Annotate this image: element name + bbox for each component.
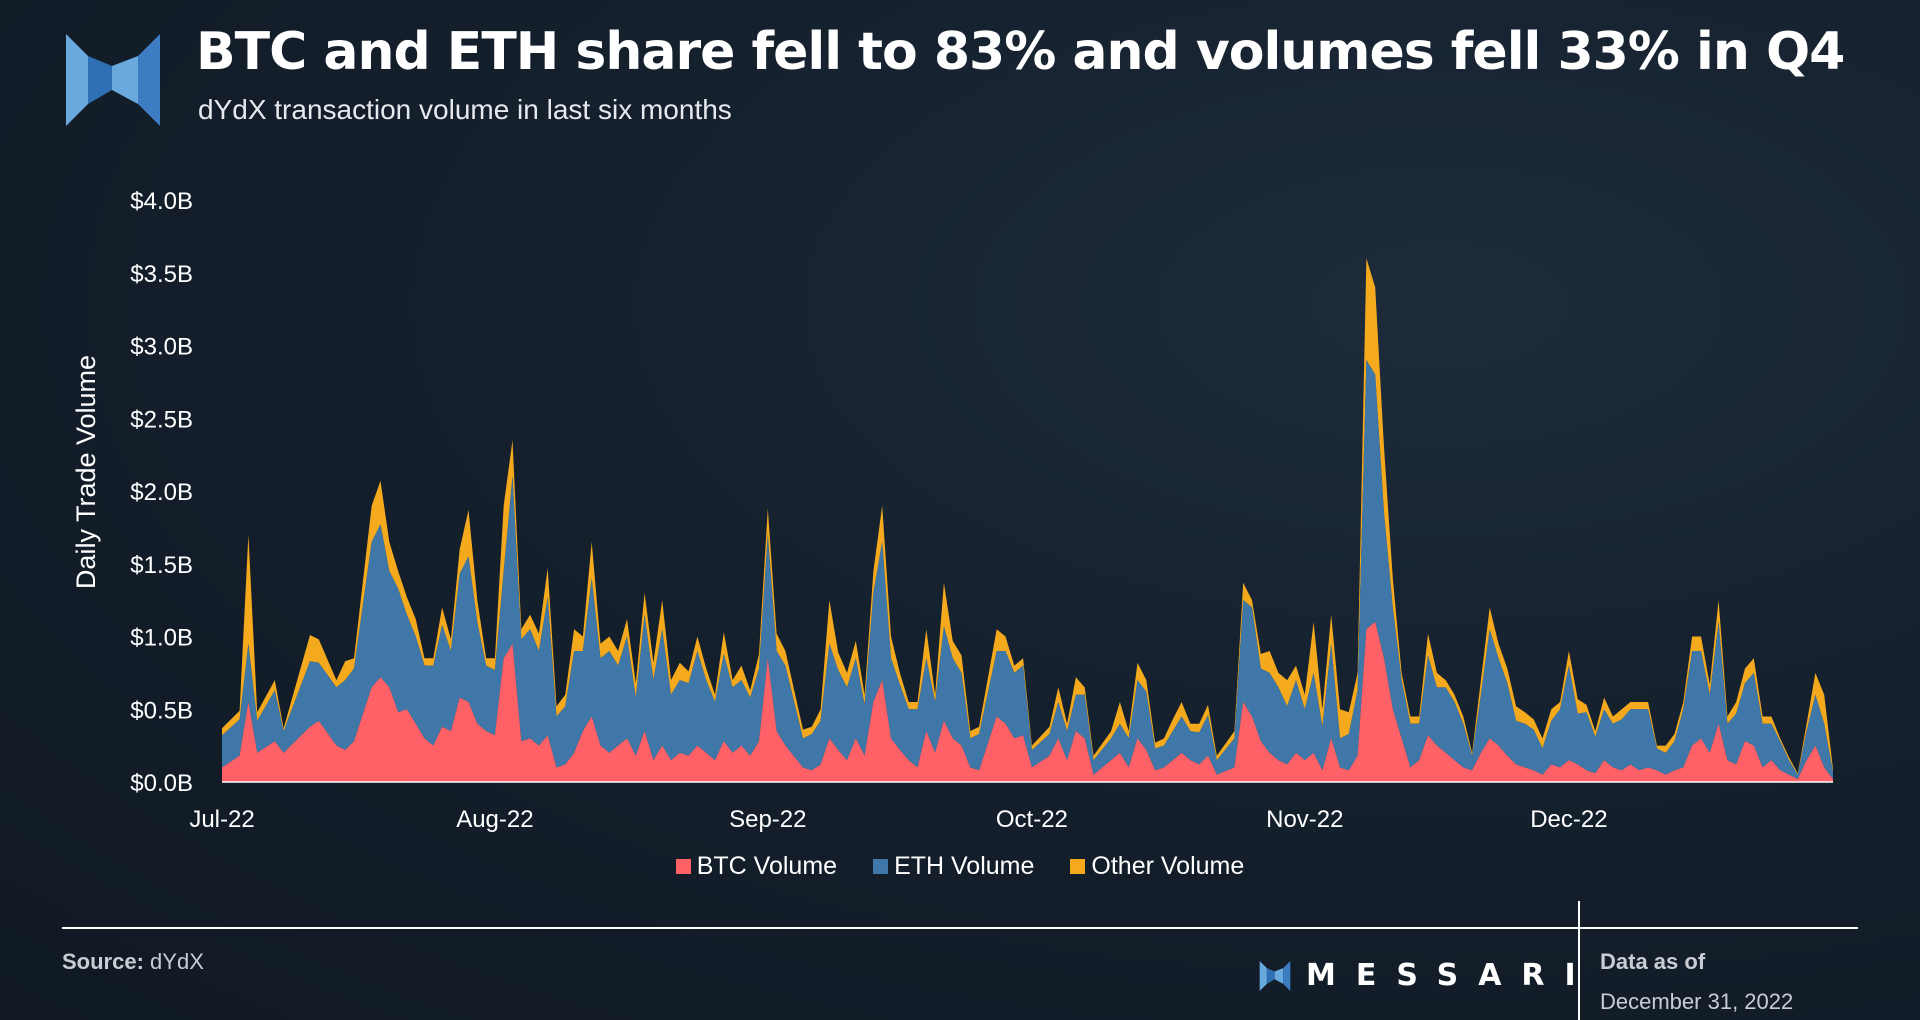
y-tick-label: $0.5B (130, 697, 193, 724)
y-tick-label: $0.0B (130, 770, 193, 797)
legend-swatch-btc (675, 859, 691, 874)
chart-title: BTC and ETH share fell to 83% and volume… (196, 22, 1845, 82)
x-tick-label: Sep-22 (729, 806, 806, 833)
area-other-volume (222, 258, 1833, 775)
legend-swatch-eth (873, 859, 889, 874)
legend-swatch-other (1070, 859, 1086, 874)
x-tick-label: Aug-22 (456, 806, 533, 833)
legend-item-other[interactable]: Other Volume (1070, 852, 1244, 881)
y-tick-label: $3.0B (130, 334, 193, 361)
legend-item-btc[interactable]: BTC Volume (675, 852, 838, 881)
footer-divider (62, 927, 1858, 929)
x-tick-label: Dec-22 (1530, 806, 1607, 833)
messari-mark-icon (1259, 960, 1291, 991)
source-note: Source: dYdX (62, 949, 204, 975)
area-btc-volume (222, 622, 1833, 782)
y-tick-label: $3.5B (130, 261, 193, 288)
legend-item-eth[interactable]: ETH Volume (873, 852, 1034, 881)
chart-legend: BTC Volume ETH Volume Other Volume (0, 852, 1920, 881)
y-axis-title: Daily Trade Volume (71, 355, 101, 589)
data-as-of-label: Data as of (1600, 949, 1706, 974)
y-tick-label: $4.0B (130, 188, 193, 215)
y-tick-label: $1.5B (130, 552, 193, 579)
area-eth-volume (222, 360, 1833, 780)
data-as-of-date: December 31, 2022 (1600, 989, 1794, 1014)
legend-label-btc: BTC Volume (696, 852, 838, 880)
x-tick-label: Oct-22 (996, 806, 1068, 833)
messari-logo-icon (66, 34, 160, 126)
y-tick-label: $2.5B (130, 406, 193, 433)
legend-label-eth: ETH Volume (894, 852, 1035, 880)
messari-brand: MESSARI (1258, 958, 1596, 993)
footer-vertical-divider (1578, 901, 1580, 1020)
x-tick-label: Jul-22 (189, 806, 254, 833)
y-tick-label: $1.0B (130, 625, 193, 652)
x-tick-label: Nov-22 (1266, 806, 1343, 833)
y-tick-label: $2.0B (130, 479, 193, 506)
messari-wordmark: MESSARI (1306, 958, 1596, 993)
legend-label-other: Other Volume (1091, 852, 1245, 880)
source-value: dYdX (150, 949, 204, 974)
source-label: Source: (62, 949, 144, 974)
chart-subtitle: dYdX transaction volume in last six mont… (198, 94, 732, 125)
